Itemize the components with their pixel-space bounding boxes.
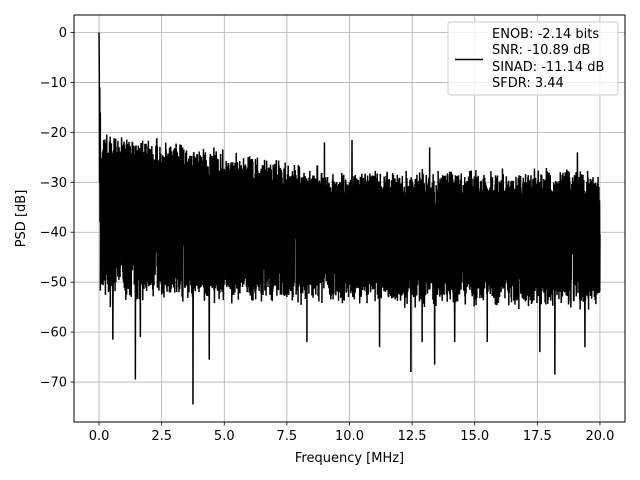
legend-entry-enob: ENOB: -2.14 bits (492, 27, 599, 42)
x-axis-ticks: 0.0 2.5 5.0 7.5 10.0 12.5 15.0 17.5 20.0 (89, 422, 614, 444)
x-tick-label: 10.0 (335, 429, 364, 444)
plot-area (98, 32, 601, 405)
y-axis-ticks: 0 −10 −20 −30 −40 −50 −60 −70 (40, 26, 74, 391)
x-tick-label: 5.0 (214, 429, 235, 444)
x-tick-label: 20.0 (585, 429, 614, 444)
legend: ENOB: -2.14 bits SNR: -10.89 dB SINAD: -… (447, 21, 619, 96)
x-tick-label: 2.5 (151, 429, 172, 444)
y-tick-label: −10 (40, 76, 67, 91)
y-axis-label: PSD [dB] (14, 190, 29, 248)
x-tick-label: 7.5 (277, 429, 298, 444)
x-tick-label: 12.5 (398, 429, 427, 444)
x-tick-label: 17.5 (523, 429, 552, 444)
x-axis-label: Frequency [MHz] (295, 451, 404, 466)
legend-entry-sinad: SINAD: -11.14 dB (492, 60, 604, 75)
y-tick-label: −20 (40, 126, 67, 141)
y-tick-label: −60 (40, 326, 67, 341)
legend-entry-snr: SNR: -10.89 dB (492, 43, 590, 58)
y-tick-label: −70 (40, 376, 67, 391)
x-tick-label: 0.0 (89, 429, 110, 444)
x-tick-label: 15.0 (460, 429, 489, 444)
y-tick-label: −50 (40, 276, 67, 291)
y-tick-label: −40 (40, 226, 67, 241)
legend-entry-sfdr: SFDR: 3.44 (492, 76, 564, 91)
y-tick-label: 0 (59, 26, 67, 41)
y-tick-label: −30 (40, 176, 67, 191)
legend-box (447, 21, 619, 96)
psd-series-line (98, 32, 601, 405)
